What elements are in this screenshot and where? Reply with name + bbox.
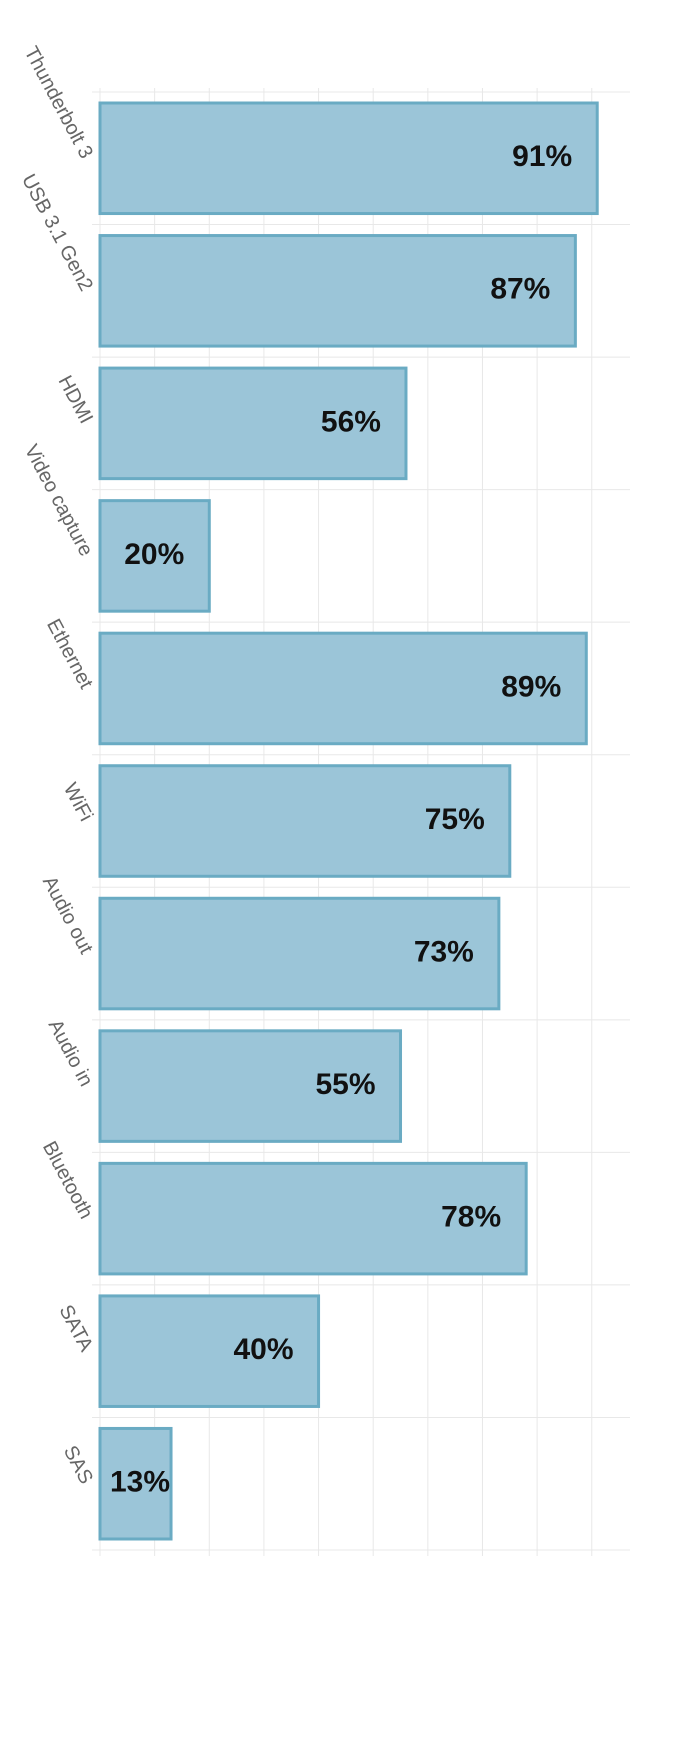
category-label: HDMI (54, 372, 97, 427)
value-label: 73% (414, 935, 474, 968)
category-label: Bluetooth (38, 1138, 97, 1223)
bar (98, 499, 211, 613)
value-label: 91% (512, 140, 572, 173)
bar (98, 1426, 173, 1541)
value-label: 13% (110, 1466, 170, 1499)
bar (98, 764, 512, 878)
value-label: 56% (321, 405, 381, 438)
category-label: Video capture (20, 441, 97, 560)
bar (98, 366, 408, 481)
category-label: Audio out (38, 873, 97, 958)
category-label: WiFi (59, 779, 97, 825)
bar (98, 1029, 403, 1143)
value-label: 55% (315, 1068, 375, 1101)
category-label: USB 3.1 Gen2 (17, 171, 97, 295)
category-label: Ethernet (42, 615, 97, 692)
bar (98, 1161, 528, 1276)
value-label: 75% (425, 803, 485, 836)
bar (98, 1294, 321, 1408)
bar (98, 631, 588, 746)
bar (98, 896, 501, 1011)
category-label: Thunderbolt 3 (20, 43, 97, 162)
value-label: 78% (441, 1201, 501, 1234)
category-label: SAS (59, 1442, 97, 1488)
bar (98, 101, 599, 216)
value-label: 87% (490, 273, 550, 306)
category-label: SATA (54, 1301, 97, 1355)
category-label: Audio in (44, 1016, 97, 1090)
bar (98, 234, 577, 348)
value-label: 20% (124, 538, 184, 571)
value-label: 40% (234, 1333, 294, 1366)
value-label: 89% (501, 670, 561, 703)
